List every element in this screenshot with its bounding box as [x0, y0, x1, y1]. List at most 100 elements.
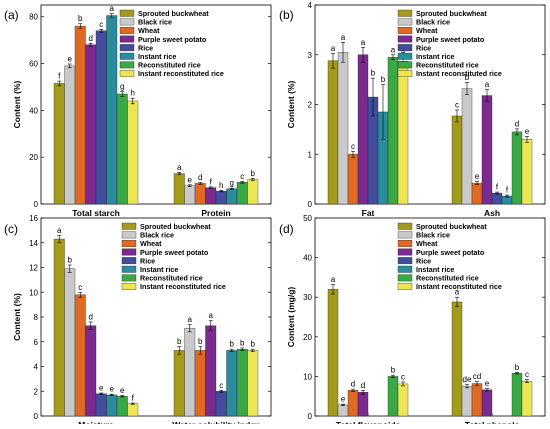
legend-swatch: [121, 248, 137, 256]
bar: [226, 188, 238, 205]
legend-swatch: [397, 9, 413, 17]
legend-swatch: [121, 231, 137, 239]
x-tick-label: Moisture: [78, 420, 114, 424]
legend-entry: Black rice: [416, 231, 450, 240]
bar: [481, 389, 493, 417]
legend-entry: Sprouted buckwheat: [416, 9, 487, 18]
significance-letter: d: [89, 312, 93, 321]
bar: [215, 391, 227, 417]
bar: [397, 383, 409, 417]
legend-entry: Purple sweet potato: [140, 248, 209, 257]
bar: [173, 173, 185, 205]
bar: [95, 393, 107, 417]
significance-letter: b: [78, 14, 83, 23]
significance-letter: e: [525, 127, 530, 136]
significance-letter: c: [240, 172, 244, 181]
bar: [85, 44, 97, 205]
legend-swatch: [119, 61, 135, 69]
legend-swatch: [397, 231, 413, 239]
bar: [327, 289, 339, 417]
y-tick-label: 50: [303, 214, 312, 223]
legend-entry: Instant reconstituted rice: [138, 69, 224, 78]
y-tick-label: 40: [303, 254, 312, 263]
y-tick-label: 0: [308, 200, 313, 209]
legend-swatch: [119, 52, 135, 60]
significance-letter: a: [485, 80, 490, 89]
bar: [247, 179, 259, 205]
bar: [74, 25, 86, 205]
x-tick-label: Total phenols: [465, 420, 520, 424]
significance-letter: f: [496, 183, 499, 192]
legend-swatch: [397, 27, 413, 34]
significance-letter: b: [465, 73, 470, 82]
legend-swatch: [397, 44, 413, 52]
bar: [184, 327, 196, 417]
bar: [337, 404, 349, 417]
y-tick-label: 20: [29, 153, 38, 162]
y-tick-label: 2: [308, 101, 313, 110]
y-axis-label: Content (mg/g): [286, 287, 296, 348]
legend-entry: Instant rice: [140, 265, 178, 274]
bar: [387, 376, 399, 417]
significance-letter: c: [78, 283, 82, 292]
legend-swatch: [397, 265, 413, 273]
y-tick-label: 20: [303, 333, 312, 342]
panel-d: 0 10 20 30 40 50 Content (mg/g) (d) Total flavon…: [279, 214, 546, 429]
legend-entry: Rice: [138, 43, 153, 52]
significance-letter: e: [475, 172, 480, 181]
significance-letter: e: [120, 386, 125, 395]
legend-swatch: [121, 274, 137, 282]
significance-letter: e: [188, 175, 193, 184]
significance-letter: d: [361, 381, 365, 390]
bar: [511, 373, 523, 417]
bar: [53, 238, 65, 417]
significance-letter: d: [89, 34, 93, 43]
legend-entry: Instant reconstituted rice: [416, 282, 502, 291]
legend-swatch: [397, 257, 413, 265]
legend-swatch: [397, 222, 413, 230]
bar: [205, 187, 217, 205]
y-tick-label: 12: [29, 264, 38, 273]
legend-entry: Rice: [416, 256, 431, 265]
panel-c: 0 2 4 6 8 10 12 14 16 Content (%) (c) Moisture a b c d e…: [4, 214, 272, 429]
bar: [461, 88, 473, 205]
legend-entry: Instant reconstituted rice: [416, 69, 502, 78]
significance-letter: c: [219, 381, 223, 390]
significance-letter: b: [251, 340, 256, 349]
significance-letter: a: [361, 38, 366, 47]
y-axis-label: Content (%): [12, 80, 22, 128]
legend-entry: Purple sweet potato: [416, 35, 485, 44]
bar: [236, 348, 248, 417]
y-tick-label: 3: [308, 51, 313, 60]
significance-letter: f: [58, 72, 61, 81]
legend-swatch: [121, 283, 137, 290]
bar: [127, 100, 139, 205]
legend-swatch: [119, 27, 135, 34]
significance-letter: b: [177, 337, 182, 346]
significance-letter: e: [68, 54, 73, 63]
significance-letter: b: [381, 75, 386, 84]
significance-letter: a: [455, 288, 460, 297]
y-axis-label: Content (%): [286, 80, 296, 128]
bar: [471, 182, 483, 205]
plot-frame: [40, 4, 272, 205]
significance-letter: b: [391, 366, 396, 375]
significance-letter: cd: [473, 372, 481, 381]
bar: [337, 52, 349, 205]
legend-swatch: [397, 240, 413, 247]
significance-letter: f: [210, 177, 213, 186]
bar: [357, 54, 369, 205]
legend-entry: Reconstituted rice: [416, 61, 479, 70]
bar: [481, 95, 493, 205]
bar: [451, 301, 463, 417]
y-tick-label: 30: [303, 293, 312, 302]
significance-letter: c: [401, 372, 405, 381]
panel-label: (d): [279, 222, 294, 236]
bar: [116, 396, 128, 417]
significance-letter: e: [485, 379, 490, 388]
significance-letter: g: [120, 82, 124, 91]
